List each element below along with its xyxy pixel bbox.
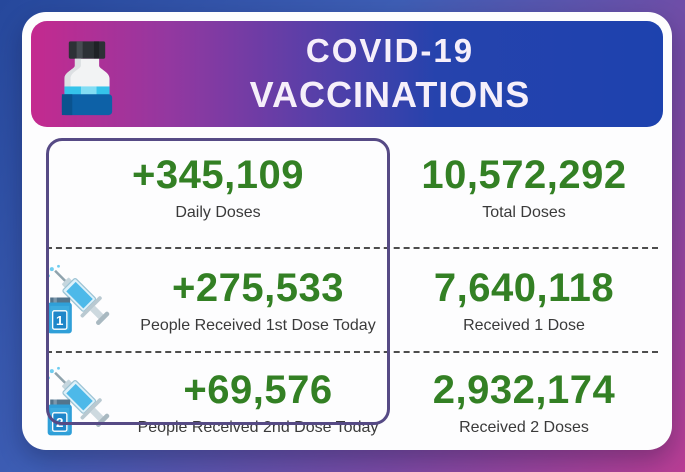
received-2-doses-label: Received 2 Doses	[459, 418, 589, 436]
card: COVID-19 VACCINATIONS +345,109 Daily Dos…	[22, 12, 672, 450]
dose-2-badge: 2	[56, 415, 63, 430]
title-line-2: VACCINATIONS	[249, 74, 531, 116]
syringe-dose-1-graphic: 1	[47, 264, 110, 334]
first-dose-today-label: People Received 1st Dose Today	[140, 316, 376, 334]
received-2-doses-value: 2,932,174	[432, 367, 616, 412]
daily-doses-value: +345,109	[132, 152, 304, 197]
received-2-doses-cell: 2,932,174 Received 2 Doses	[390, 353, 658, 451]
vaccine-vial-graphic	[61, 41, 113, 116]
page-title: COVID-19 VACCINATIONS	[143, 30, 663, 118]
syringe-dose-1-icon: 1	[46, 259, 126, 341]
daily-doses-cell: +345,109 Daily Doses	[46, 127, 390, 247]
stats-row-second-dose: 2 +69,576 People Received 2nd Dose Today…	[46, 351, 658, 451]
stats-row-first-dose: 1 +275,533 People Received 1st Dose Toda…	[46, 247, 658, 351]
stats-row-daily: +345,109 Daily Doses 10,572,292 Total Do…	[46, 127, 658, 247]
second-dose-today-cell: 2 +69,576 People Received 2nd Dose Today	[46, 353, 390, 451]
dose-1-badge: 1	[56, 313, 64, 328]
first-dose-today-value: +275,533	[172, 265, 344, 310]
received-1-dose-cell: 7,640,118 Received 1 Dose	[390, 249, 658, 351]
received-1-dose-label: Received 1 Dose	[463, 316, 585, 334]
total-doses-value: 10,572,292	[421, 152, 627, 197]
total-doses-cell: 10,572,292 Total Doses	[390, 127, 658, 247]
title-line-1: COVID-19	[305, 31, 475, 69]
stats-grid: +345,109 Daily Doses 10,572,292 Total Do…	[46, 127, 658, 450]
daily-doses-label: Daily Doses	[175, 203, 261, 221]
header-banner: COVID-19 VACCINATIONS	[31, 21, 663, 127]
syringe-dose-2-graphic: 2	[47, 366, 110, 436]
second-dose-today-label: People Received 2nd Dose Today	[137, 418, 379, 436]
total-doses-label: Total Doses	[482, 203, 566, 221]
received-1-dose-value: 7,640,118	[433, 265, 615, 310]
second-dose-today-value: +69,576	[183, 367, 333, 412]
first-dose-today-cell: 1 +275,533 People Received 1st Dose Toda…	[46, 249, 390, 351]
syringe-dose-2-icon: 2	[46, 361, 126, 443]
vaccine-vial-icon	[31, 21, 143, 127]
